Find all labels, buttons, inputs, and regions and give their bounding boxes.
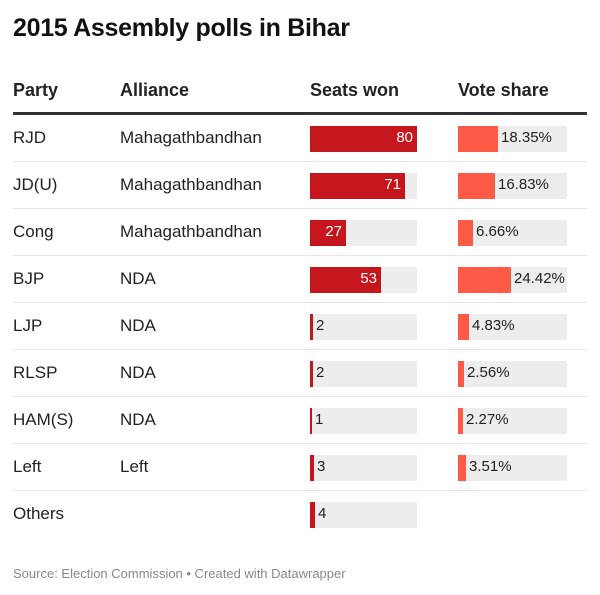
seats-bar [310, 126, 417, 152]
seats-label: 2 [316, 317, 325, 334]
seats-bar-track: 80 [310, 126, 417, 152]
party-name: Cong [13, 222, 54, 241]
seats-bar [310, 314, 313, 340]
vote-share-label: 24.42% [514, 270, 565, 287]
party-name: LJP [13, 316, 43, 335]
seats-bar-track: 3 [310, 455, 417, 481]
seats-bar-track: 71 [310, 173, 417, 199]
table-row: Left Left 3 3.51% [13, 444, 587, 491]
alliance-name: NDA [120, 269, 156, 288]
seats-bar-track: 53 [310, 267, 417, 293]
party-name: Others [13, 504, 65, 523]
vote-share-label: 2.27% [466, 411, 509, 428]
seats-label: 27 [325, 223, 342, 240]
seats-bar-track: 1 [310, 408, 417, 434]
table-row: RJD Mahagathbandhan 80 18.35% [13, 115, 587, 162]
party-name: Left [13, 457, 42, 476]
vote-share-label: 18.35% [501, 129, 552, 146]
vote-share-bar-track: 16.83% [458, 173, 567, 199]
party-name: HAM(S) [13, 410, 74, 429]
vote-share-bar [458, 361, 464, 387]
alliance-name: Left [120, 457, 149, 476]
seats-bar [310, 361, 313, 387]
vote-share-bar-track: 24.42% [458, 267, 567, 293]
table-row: Others 4 [13, 491, 587, 537]
results-table: Party Alliance Seats won Vote share RJD M… [13, 72, 587, 537]
seats-bar [310, 220, 346, 246]
seats-label: 1 [315, 411, 324, 428]
seats-label: 80 [396, 129, 413, 146]
vote-share-bar [458, 408, 463, 434]
table-row: HAM(S) NDA 1 2.27% [13, 397, 587, 444]
seats-bar [310, 267, 381, 293]
alliance-name: Mahagathbandhan [120, 128, 262, 147]
seats-label: 4 [318, 505, 327, 522]
source-note: Source: Election Commission • Created wi… [13, 566, 346, 581]
seats-label: 53 [360, 270, 377, 287]
vote-share-label: 6.66% [476, 223, 519, 240]
vote-share-bar-track: 18.35% [458, 126, 567, 152]
seats-bar-track: 2 [310, 361, 417, 387]
seats-bar-track: 4 [310, 502, 417, 528]
vote-share-bar [458, 220, 473, 246]
party-name: BJP [13, 269, 45, 288]
vote-share-label: 2.56% [467, 364, 510, 381]
alliance-name: Mahagathbandhan [120, 175, 262, 194]
column-header-party: Party [13, 80, 59, 100]
seats-label: 2 [316, 364, 325, 381]
seats-bar [310, 502, 315, 528]
table-row: LJP NDA 2 4.83% [13, 303, 587, 350]
vote-share-bar-track: 3.51% [458, 455, 567, 481]
vote-share-bar [458, 173, 495, 199]
vote-share-bar [458, 314, 469, 340]
table-row: RLSP NDA 2 2.56% [13, 350, 587, 397]
seats-bar [310, 455, 314, 481]
vote-share-label: 4.83% [472, 317, 515, 334]
vote-share-bar-track: 2.56% [458, 361, 567, 387]
alliance-name: Mahagathbandhan [120, 222, 262, 241]
seats-label: 71 [384, 176, 401, 193]
alliance-name: NDA [120, 410, 156, 429]
table-header: Party Alliance Seats won Vote share [13, 72, 587, 115]
alliance-name: NDA [120, 316, 156, 335]
party-name: RJD [13, 128, 47, 147]
column-header-vote-share: Vote share [458, 80, 549, 100]
party-name: RLSP [13, 363, 58, 382]
table-row: JD(U) Mahagathbandhan 71 16.83% [13, 162, 587, 209]
seats-bar-track: 2 [310, 314, 417, 340]
column-header-seats-won: Seats won [310, 80, 400, 100]
party-name: JD(U) [13, 175, 58, 194]
vote-share-bar [458, 455, 466, 481]
table-row: Cong Mahagathbandhan 27 6.66% [13, 209, 587, 256]
vote-share-bar [458, 267, 511, 293]
vote-share-bar-track: 6.66% [458, 220, 567, 246]
seats-bar [310, 408, 312, 434]
vote-share-bar-track: 4.83% [458, 314, 567, 340]
vote-share-label: 3.51% [469, 458, 512, 475]
vote-share-bar [458, 126, 498, 152]
column-header-alliance: Alliance [120, 80, 190, 100]
vote-share-label: 16.83% [498, 176, 549, 193]
alliance-name: NDA [120, 363, 156, 382]
seats-label: 3 [317, 458, 326, 475]
seats-bar [310, 173, 405, 199]
seats-bar-track: 27 [310, 220, 417, 246]
chart-title: 2015 Assembly polls in Bihar [13, 14, 350, 42]
table-row: BJP NDA 53 24.42% [13, 256, 587, 303]
vote-share-bar-track: 2.27% [458, 408, 567, 434]
table-body: RJD Mahagathbandhan 80 18.35% JD(U) Mahagathb… [13, 115, 587, 537]
